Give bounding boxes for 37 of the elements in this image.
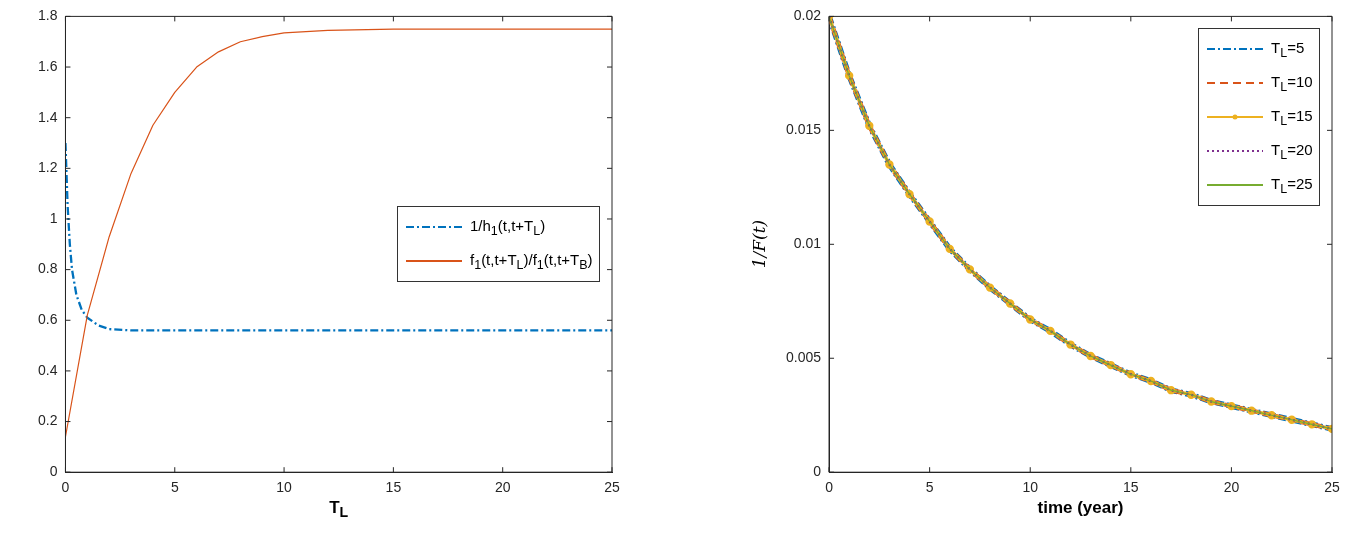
y-tick-label: 0.2 [37, 412, 58, 429]
x-tick-label: 25 [604, 479, 620, 496]
y-tick-label: 1 [49, 209, 58, 226]
text: f$_{1}$(t,t+T$_{L}$)/f$_{1}$(t,t+T$_{B}$) [470, 250, 593, 272]
x-tick-label: 0 [61, 479, 70, 496]
legend-label: T$_{L}$=15 [1271, 106, 1313, 128]
x-tick-label: 20 [1223, 479, 1240, 496]
x-tick-label: 10 [276, 479, 293, 496]
legend-label: T$_{L}$=10 [1271, 72, 1313, 94]
y-tick-label: 0 [49, 463, 58, 480]
x-tick-label: 25 [1324, 479, 1340, 496]
x-tick-label: 5 [925, 479, 934, 496]
y-tick-label: 0.01 [793, 235, 822, 252]
x-tick-label: 10 [1022, 479, 1039, 496]
y-tick-label: 0 [813, 463, 822, 480]
x-axis-title: time (year) [1037, 498, 1124, 519]
y-tick-label: 1.2 [37, 159, 58, 176]
y-tick-label: 1.6 [37, 57, 58, 74]
x-tick-label: 0 [825, 479, 834, 496]
legend-label: T$_{L}$=5 [1271, 38, 1305, 60]
x-tick-label: 15 [1123, 479, 1139, 496]
legend-label: T$_{L}$=25 [1271, 174, 1313, 196]
y-tick-label: 0.8 [37, 260, 58, 277]
x-tick-label: 20 [494, 479, 511, 496]
y-axis-title: 1/F(t) [749, 220, 770, 269]
y-tick-label: 0.02 [793, 7, 822, 24]
y-tick-label: 0.015 [785, 121, 822, 138]
legend-label: 1/h$_{1}$(t,t+T$_{L}$) [470, 216, 546, 238]
y-tick-label: 0.005 [785, 349, 822, 366]
x-tick-label: 5 [170, 479, 179, 496]
x-tick-label: 15 [385, 479, 402, 496]
legend-label: T$_{L}$=20 [1271, 140, 1313, 162]
x-axis-title: T$_{L}$ [329, 498, 349, 521]
y-tick-label: 1.8 [37, 7, 58, 24]
y-tick-label: 0.4 [37, 361, 58, 378]
y-tick-label: 0.6 [37, 311, 58, 328]
y-tick-label: 1.4 [37, 108, 58, 125]
